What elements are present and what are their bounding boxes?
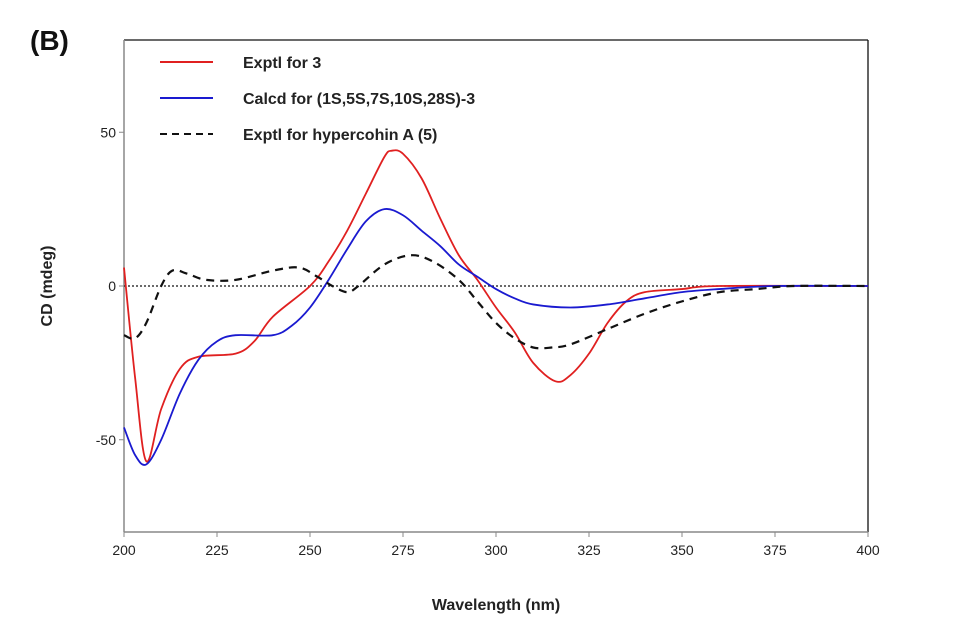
legend-label: Exptl for hypercohin A (5) [243,127,437,144]
y-tick-label: 0 [108,278,116,294]
legend: Exptl for 3 Calcd for (1S,5S,7S,10S,28S)-… [160,55,475,144]
x-tick-label: 300 [484,542,508,558]
x-axis-label: Wavelength (nm) [432,597,560,614]
x-tick-label: 250 [298,542,322,558]
series-exptl-3-line [123,149,869,463]
y-tick-label: -50 [96,432,116,448]
y-axis-label: CD (mdeg) [39,246,56,327]
legend-label: Exptl for 3 [243,55,321,72]
x-tick-label: 375 [763,542,787,558]
x-tick-label: 325 [577,542,601,558]
plot-area: 200 225 250 275 300 325 350 375 400 50 0 -50 [96,39,880,558]
series-calcd-3-line [123,208,869,466]
legend-label: Calcd for (1S,5S,7S,10S,28S)-3 [243,91,475,108]
series-exptl-hypercohin-a-line [123,254,869,350]
x-tick-label: 275 [391,542,415,558]
x-tick-label: 400 [856,542,880,558]
x-tick-label: 350 [670,542,694,558]
x-tick-label: 200 [112,542,136,558]
x-tick-label: 225 [205,542,229,558]
y-tick-label: 50 [100,124,116,140]
panel-label: (B) [30,25,69,56]
